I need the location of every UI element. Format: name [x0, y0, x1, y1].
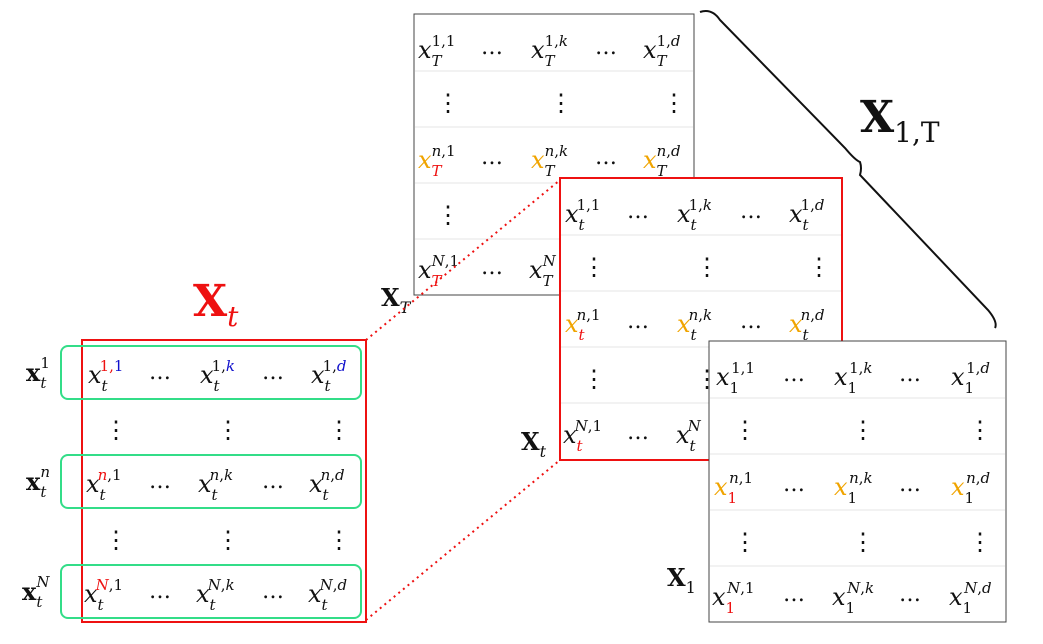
- detail-matrix-vdots: ⋮: [327, 526, 351, 554]
- zoom-connector-bottom: [365, 459, 561, 621]
- detail-matrix-hdots: …: [262, 579, 284, 604]
- matrix-x-T-cell: xT1,d: [643, 32, 681, 70]
- matrix-x-1-hdots: …: [899, 472, 921, 497]
- detail-matrix-cell: xtN,1: [84, 576, 123, 614]
- row-vector-label-1: xt1: [26, 354, 50, 392]
- matrix-x-T-hdots: …: [595, 35, 617, 60]
- detail-matrix-vdots: ⋮: [327, 416, 351, 444]
- detail-matrix-cell: xtn,1: [86, 466, 122, 504]
- curly-brace: [699, 10, 997, 329]
- detail-matrix-hdots: …: [149, 360, 171, 385]
- detail-matrix-vdots: ⋮: [216, 526, 240, 554]
- matrix-x-T-hdots: …: [595, 145, 617, 170]
- matrix-x-t-cell: xtN,1: [563, 417, 602, 455]
- matrix-x-t-vdots: ⋮: [582, 365, 606, 393]
- matrix-x-t-cell: xtn,k: [677, 306, 712, 344]
- detail-matrix-vdots: ⋮: [216, 416, 240, 444]
- matrix-x-t-vdots: ⋮: [807, 253, 831, 281]
- matrix-x-t-cell: xtN: [676, 417, 702, 455]
- matrix-x-1-hdots: …: [783, 362, 805, 387]
- detail-matrix-cell: xtN,d: [308, 576, 347, 614]
- detail-matrix-cell: xt1,k: [200, 357, 235, 395]
- detail-matrix-cell: xt1,d: [311, 357, 347, 395]
- matrix-x-T-hdots: …: [481, 35, 503, 60]
- matrix-x-t-hdots: …: [627, 309, 649, 334]
- row-highlight-n: [60, 454, 362, 509]
- matrix-x-1-hdots: …: [783, 582, 805, 607]
- matrix-x-1-vdots: ⋮: [968, 528, 992, 556]
- matrix-x-1-cell: x1n,d: [951, 469, 990, 507]
- matrix-x-T: xT1,1 … xT1,k … xT1,d ⋮ ⋮ ⋮ xTn,1 … xTn,…: [413, 13, 695, 296]
- matrix-x-t-cell: xt1,d: [789, 196, 825, 234]
- matrix-x-T-cell: xTn,k: [531, 142, 568, 180]
- matrix-x-1-frame: [708, 340, 1007, 623]
- matrix-x-T-cell: xTn,1: [418, 142, 456, 180]
- matrix-x-T-cell: xTn,d: [643, 142, 681, 180]
- title-x-t: Xt: [193, 276, 239, 333]
- matrix-x-1-vdots: ⋮: [733, 528, 757, 556]
- matrix-x-T-vdots: ⋮: [549, 89, 573, 117]
- matrix-x-1-cell: x11,1: [716, 359, 755, 397]
- matrix-x-1-cell: x11,k: [834, 359, 873, 397]
- detail-matrix-cell: xtn,d: [309, 466, 345, 504]
- matrix-x-1-hdots: …: [899, 582, 921, 607]
- matrix-x-t-cell: xtn,d: [789, 306, 825, 344]
- matrix-x-T-hdots: …: [481, 255, 503, 280]
- row-highlight-N: [60, 564, 362, 619]
- matrix-x-T-vdots: ⋮: [436, 201, 460, 229]
- detail-matrix-vdots: ⋮: [104, 526, 128, 554]
- matrix-x-T-vdots: ⋮: [436, 89, 460, 117]
- matrix-x-T-cell: xTN: [529, 252, 557, 290]
- matrix-x-t-label: Xt: [521, 427, 547, 461]
- matrix-x-t-cell: xtn,1: [565, 306, 601, 344]
- matrix-x-T-cell: xT1,k: [531, 32, 568, 70]
- matrix-x-T-cell: xT1,1: [418, 32, 455, 70]
- matrix-x-t-cell: xt1,1: [565, 196, 600, 234]
- matrix-x-1-vdots: ⋮: [968, 416, 992, 444]
- matrix-x-1-hdots: …: [783, 472, 805, 497]
- matrix-x-T-hdots: …: [481, 145, 503, 170]
- detail-matrix-cell: xtN,k: [196, 576, 235, 614]
- matrix-x-1-vdots: ⋮: [851, 416, 875, 444]
- matrix-x-t-hdots: …: [627, 420, 649, 445]
- matrix-x-t-hdots: …: [740, 199, 762, 224]
- detail-matrix-hdots: …: [149, 469, 171, 494]
- row-highlight-1: [60, 345, 362, 400]
- detail-matrix-hdots: …: [262, 360, 284, 385]
- matrix-x-1-hdots: …: [899, 362, 921, 387]
- detail-matrix-cell: xt1,1: [88, 357, 123, 395]
- matrix-x-1-label: X1: [667, 563, 696, 597]
- matrix-x-1-cell: x11,d: [951, 359, 990, 397]
- matrix-x-t-vdots: ⋮: [695, 253, 719, 281]
- matrix-x-1-cell: x1N,d: [949, 579, 992, 617]
- detail-matrix-frame: [81, 339, 367, 623]
- detail-matrix-hdots: …: [149, 579, 171, 604]
- row-vector-label-N: xtN: [22, 573, 50, 611]
- matrix-x-1: x11,1 … x11,k … x11,d ⋮ ⋮ ⋮ x1n,1 … x1n,…: [708, 340, 1007, 623]
- matrix-x-1-cell: x1n,1: [714, 469, 753, 507]
- matrix-x-t-cell: xt1,k: [677, 196, 712, 234]
- matrix-x-t-vdots: ⋮: [582, 253, 606, 281]
- matrix-x-T-label: XT: [381, 283, 412, 317]
- detail-matrix: xt1 xtn xtN xt1,1 … xt1,k … xt1,d ⋮ ⋮ ⋮ …: [22, 339, 367, 623]
- row-vector-label-n: xtn: [26, 463, 50, 501]
- title-x-1-T: X1,T: [860, 92, 940, 149]
- matrix-x-t-hdots: …: [740, 309, 762, 334]
- matrix-x-1-cell: x1n,k: [834, 469, 873, 507]
- matrix-x-1-cell: x1N,1: [712, 579, 755, 617]
- matrix-x-t-hdots: …: [627, 199, 649, 224]
- matrix-x-1-vdots: ⋮: [851, 528, 875, 556]
- detail-matrix-cell: xtn,k: [198, 466, 233, 504]
- matrix-x-1-vdots: ⋮: [733, 416, 757, 444]
- detail-matrix-hdots: …: [262, 469, 284, 494]
- matrix-x-1-cell: x1N,k: [832, 579, 874, 617]
- matrix-x-T-cell: xTN,1: [418, 252, 459, 290]
- matrix-x-T-vdots: ⋮: [662, 89, 686, 117]
- detail-matrix-vdots: ⋮: [104, 416, 128, 444]
